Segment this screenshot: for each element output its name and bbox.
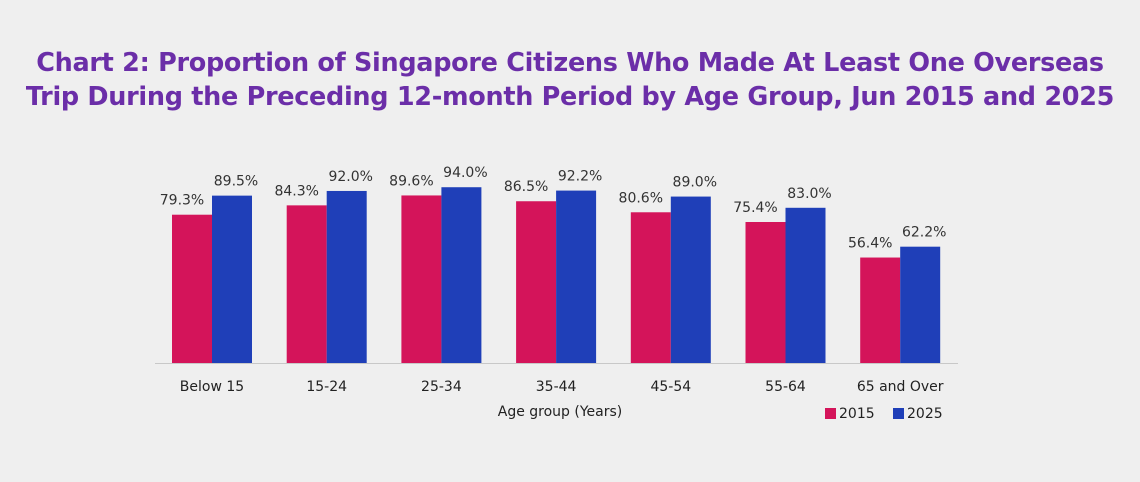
chart-title-line-2: Trip During the Preceding 12-month Perio… xyxy=(25,82,1115,112)
legend: 2015 2025 xyxy=(825,406,943,422)
data-label-2015-0: 79.3% xyxy=(160,193,204,209)
data-label-2025-3: 92.2% xyxy=(558,169,602,185)
data-label-2015-3: 86.5% xyxy=(504,179,548,195)
bar-2025-3 xyxy=(556,190,597,363)
x-axis-title: Age group (Years) xyxy=(498,404,623,420)
bar-2015-5 xyxy=(745,222,786,363)
data-label-2025-2: 94.0% xyxy=(443,165,487,181)
legend-label-2015: 2015 xyxy=(839,406,875,422)
data-label-2025-4: 89.0% xyxy=(673,175,717,191)
value-labels-group: 79.3% 89.5% 84.3% 92.0% 89.6% 94.0% 86.5% 92.2%… xyxy=(160,165,947,251)
data-label-2015-5: 75.4% xyxy=(733,200,777,216)
x-tick-label-6: 65 and Over xyxy=(857,379,944,395)
data-label-2015-6: 56.4% xyxy=(848,236,892,252)
chart-title: Chart 2: Proportion of Singapore Citizen… xyxy=(0,46,1140,114)
data-label-2025-5: 83.0% xyxy=(787,186,831,202)
data-label-2015-1: 84.3% xyxy=(274,183,318,199)
bars-group xyxy=(172,187,941,363)
legend-label-2025: 2025 xyxy=(907,406,943,422)
bar-2015-1 xyxy=(286,205,327,363)
bar-2025-6 xyxy=(900,246,941,363)
x-tick-label-2: 25-34 xyxy=(421,379,462,395)
bar-2025-0 xyxy=(212,195,252,363)
bar-2015-4 xyxy=(630,212,671,363)
bar-2015-0 xyxy=(172,214,212,363)
data-label-2025-1: 92.0% xyxy=(328,169,372,185)
bar-2025-4 xyxy=(670,196,711,363)
data-label-2015-2: 89.6% xyxy=(389,173,433,189)
x-tick-label-0: Below 15 xyxy=(180,379,244,395)
bar-2025-1 xyxy=(326,190,367,363)
legend-swatch-2015 xyxy=(825,408,836,419)
data-label-2015-4: 80.6% xyxy=(619,190,663,206)
x-tick-label-5: 55-64 xyxy=(765,379,806,395)
data-label-2025-6: 62.2% xyxy=(902,225,946,241)
bar-2025-5 xyxy=(785,207,826,363)
legend-swatch-2025 xyxy=(893,408,904,419)
x-tick-label-3: 35-44 xyxy=(536,379,577,395)
bar-2015-3 xyxy=(516,201,557,363)
x-tick-labels: Below 15 15-24 25-34 35-44 45-54 55-64 65 and … xyxy=(180,379,944,395)
chart-title-line-1: Chart 2: Proportion of Singapore Citizen… xyxy=(36,48,1104,78)
bar-2025-2 xyxy=(441,187,482,363)
data-label-2025-0: 89.5% xyxy=(214,174,258,190)
bar-2015-2 xyxy=(401,195,442,363)
x-tick-label-4: 45-54 xyxy=(650,379,691,395)
x-tick-label-1: 15-24 xyxy=(306,379,347,395)
bar-2015-6 xyxy=(860,257,901,363)
